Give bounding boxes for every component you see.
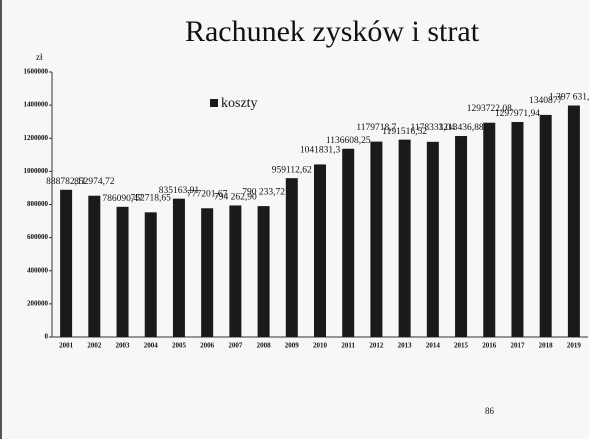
value-label: 777201,67	[187, 189, 228, 199]
x-tick-label: 2003	[116, 342, 131, 350]
value-label: 1191516,52	[382, 127, 427, 137]
value-label: 1179718,7	[356, 123, 396, 133]
page-number: 86	[485, 406, 495, 416]
value-label: 1178333,04	[410, 123, 455, 133]
y-tick-label: 800000	[27, 200, 49, 208]
y-axis-label: zł	[36, 52, 43, 62]
x-tick-label: 2010	[313, 342, 328, 350]
value-label: 794 262,90	[214, 193, 257, 203]
y-tick-label: 1600000	[24, 68, 49, 76]
bar	[144, 212, 157, 337]
value-label: 835163,91	[159, 186, 200, 196]
y-tick-label: 1400000	[24, 101, 49, 109]
bar	[342, 148, 355, 337]
x-tick-label: 2017	[510, 342, 525, 350]
bar	[285, 178, 298, 337]
bar	[229, 205, 242, 337]
bar	[370, 141, 383, 337]
bar	[88, 195, 101, 337]
y-tick-label: 1000000	[24, 167, 49, 175]
legend-swatch	[210, 99, 218, 107]
bar	[455, 136, 468, 337]
value-label: 786090,47	[102, 194, 143, 204]
x-tick-label: 2012	[369, 342, 384, 350]
bar	[398, 139, 411, 337]
x-tick-label: 2019	[567, 342, 582, 350]
x-tick-label: 2013	[398, 342, 413, 350]
x-tick-label: 2004	[144, 342, 159, 350]
x-tick-label: 2018	[539, 342, 554, 350]
x-tick-label: 2011	[341, 342, 355, 350]
value-label: 852974,72	[74, 177, 115, 187]
x-tick-label: 2016	[482, 342, 497, 350]
bar	[426, 141, 439, 337]
value-label: 1136608,25	[326, 136, 371, 146]
x-tick-label: 2007	[228, 342, 243, 350]
x-tick-label: 2009	[285, 342, 300, 350]
value-label: 1297971,94	[495, 109, 540, 119]
bar	[116, 206, 129, 337]
value-label: 959112,62	[272, 165, 312, 175]
bar	[539, 114, 552, 338]
bar	[172, 198, 185, 337]
value-label: 1 397 631,09	[549, 93, 589, 103]
y-tick-label: 600000	[27, 233, 49, 241]
y-tick-label: 200000	[27, 299, 49, 307]
x-tick-label: 2015	[454, 342, 469, 350]
bar	[257, 206, 270, 337]
legend-label: koszty	[221, 96, 258, 111]
y-tick-label: 400000	[27, 266, 49, 274]
value-label: 1340877	[529, 96, 563, 106]
value-label: 790 233,72	[242, 187, 285, 197]
bar	[567, 105, 580, 337]
value-label: 752718,65	[131, 194, 172, 204]
value-label: 1213436,88	[438, 123, 483, 133]
x-tick-label: 2008	[257, 342, 272, 350]
bar	[511, 122, 524, 337]
bar	[314, 164, 326, 337]
bar	[60, 189, 73, 337]
chart-title: Rachunek zysków i strat	[185, 15, 480, 48]
value-label: 1293722,08	[467, 104, 512, 114]
bar	[483, 122, 496, 337]
bar	[201, 208, 214, 337]
x-tick-label: 2002	[87, 342, 102, 350]
y-tick-label: 1200000	[24, 134, 49, 142]
x-tick-label: 2014	[426, 342, 441, 350]
y-tick-label: 0	[45, 333, 49, 341]
x-tick-label: 2001	[59, 342, 74, 350]
value-label: 888782,11	[46, 177, 86, 187]
x-tick-label: 2005	[172, 342, 187, 350]
value-label: 1041831,3	[300, 146, 341, 156]
x-tick-label: 2006	[200, 342, 215, 350]
